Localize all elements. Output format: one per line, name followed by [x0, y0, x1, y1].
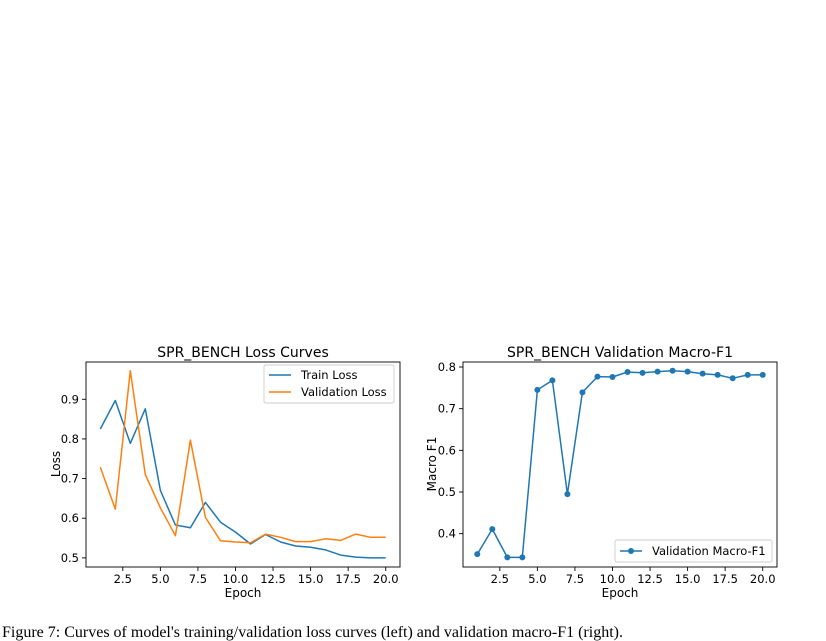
data-point-validation-macro-f1 [744, 371, 751, 378]
f1-x-tick-label: 17.5 [712, 572, 738, 586]
loss-x-tick-label: 10.0 [223, 572, 249, 586]
loss-x-tick-label: 20.0 [373, 572, 399, 586]
data-point-validation-macro-f1 [474, 551, 481, 558]
f1-y-tick-label: 0.6 [438, 443, 456, 457]
f1-y-tick-label: 0.7 [438, 402, 456, 416]
data-point-validation-macro-f1 [729, 375, 736, 382]
data-point-validation-macro-f1 [504, 554, 511, 561]
f1-chart-title: SPR_BENCH Validation Macro-F1 [507, 345, 733, 361]
data-point-validation-macro-f1 [594, 373, 601, 380]
data-point-validation-macro-f1 [534, 386, 541, 393]
f1-x-tick-label: 7.5 [566, 572, 584, 586]
legend-label-train-loss: Train Loss [300, 368, 357, 382]
loss-axis-ticks: 2.5 5.0 7.5 10.0 12.5 15.0 17.5 20.0 0.5 0.6 0.7 0.… [61, 392, 399, 586]
data-point-validation-macro-f1 [519, 554, 526, 561]
f1-legend: Validation Macro-F1 [614, 539, 773, 563]
f1-x-tick-label: 5.0 [528, 572, 546, 586]
f1-series-lines [474, 367, 766, 561]
series-line-validation-macro-f1 [476, 370, 763, 559]
data-point-validation-macro-f1 [639, 369, 646, 376]
f1-legend-box [614, 539, 773, 563]
loss-y-tick-label: 0.8 [61, 432, 79, 446]
data-point-validation-macro-f1 [669, 367, 676, 374]
data-point-validation-macro-f1 [654, 368, 661, 375]
data-point-validation-macro-f1 [759, 371, 766, 378]
legend-label-validation-loss: Validation Loss [301, 385, 387, 399]
loss-legend: Train Loss Validation Loss [263, 364, 395, 404]
legend-label-validation-macro-f1: Validation Macro-F1 [652, 544, 766, 558]
loss-chart-title: SPR_BENCH Loss Curves [157, 345, 329, 361]
loss-y-tick-label: 0.5 [61, 551, 79, 565]
loss-plot-frame [85, 361, 401, 568]
figure-canvas: SPR_BENCH Loss Curves 2.5 5.0 7.5 10.0 12.5 1… [49, 345, 778, 600]
f1-axis-ticks: 2.5 5.0 7.5 10.0 12.5 15.0 17.5 20.0 0.4 0.5 0.6 0.… [438, 360, 776, 586]
f1-y-tick-label: 0.4 [438, 527, 456, 541]
loss-x-tick-label: 5.0 [151, 572, 169, 586]
loss-series-lines [99, 369, 386, 559]
data-point-validation-macro-f1 [684, 368, 691, 375]
loss-y-axis-label: Loss [49, 451, 63, 477]
data-point-validation-macro-f1 [699, 370, 706, 377]
figure-caption: Figure 7: Curves of model's training/val… [2, 624, 623, 641]
data-point-validation-macro-f1 [579, 389, 586, 396]
loss-x-tick-label: 15.0 [298, 572, 324, 586]
data-point-validation-macro-f1 [624, 369, 631, 375]
loss-x-axis-label: Epoch [225, 586, 262, 600]
loss-x-tick-label: 2.5 [114, 572, 132, 586]
data-point-validation-macro-f1 [549, 377, 556, 384]
data-point-validation-macro-f1 [564, 491, 571, 498]
f1-x-tick-label: 15.0 [675, 572, 701, 586]
legend-marker-validation-macro-f1 [628, 548, 634, 554]
f1-x-axis-label: Epoch [602, 586, 639, 600]
f1-x-tick-label: 2.5 [491, 572, 509, 586]
data-point-validation-macro-f1 [489, 526, 496, 533]
loss-x-tick-label: 17.5 [335, 572, 361, 586]
series-line-train-loss [99, 399, 386, 559]
f1-x-tick-label: 10.0 [600, 572, 626, 586]
loss-chart: SPR_BENCH Loss Curves 2.5 5.0 7.5 10.0 12.5 1… [49, 345, 401, 600]
f1-x-tick-label: 20.0 [750, 572, 776, 586]
f1-chart: SPR_BENCH Validation Macro-F1 2.5 5.0 7.5 1… [425, 345, 778, 600]
loss-x-tick-label: 7.5 [189, 572, 207, 586]
f1-y-axis-label: Macro F1 [425, 437, 439, 492]
f1-y-tick-label: 0.8 [438, 360, 456, 374]
loss-x-tick-label: 12.5 [260, 572, 286, 586]
f1-plot-frame [462, 361, 778, 568]
loss-y-tick-label: 0.7 [61, 472, 79, 486]
loss-y-tick-label: 0.9 [61, 392, 79, 406]
series-line-validation-loss [99, 369, 386, 544]
loss-legend-box [263, 364, 395, 404]
data-point-validation-macro-f1 [609, 374, 616, 380]
f1-y-tick-label: 0.5 [438, 485, 456, 499]
data-point-validation-macro-f1 [714, 371, 721, 378]
loss-y-tick-label: 0.6 [61, 511, 79, 525]
f1-x-tick-label: 12.5 [637, 572, 663, 586]
